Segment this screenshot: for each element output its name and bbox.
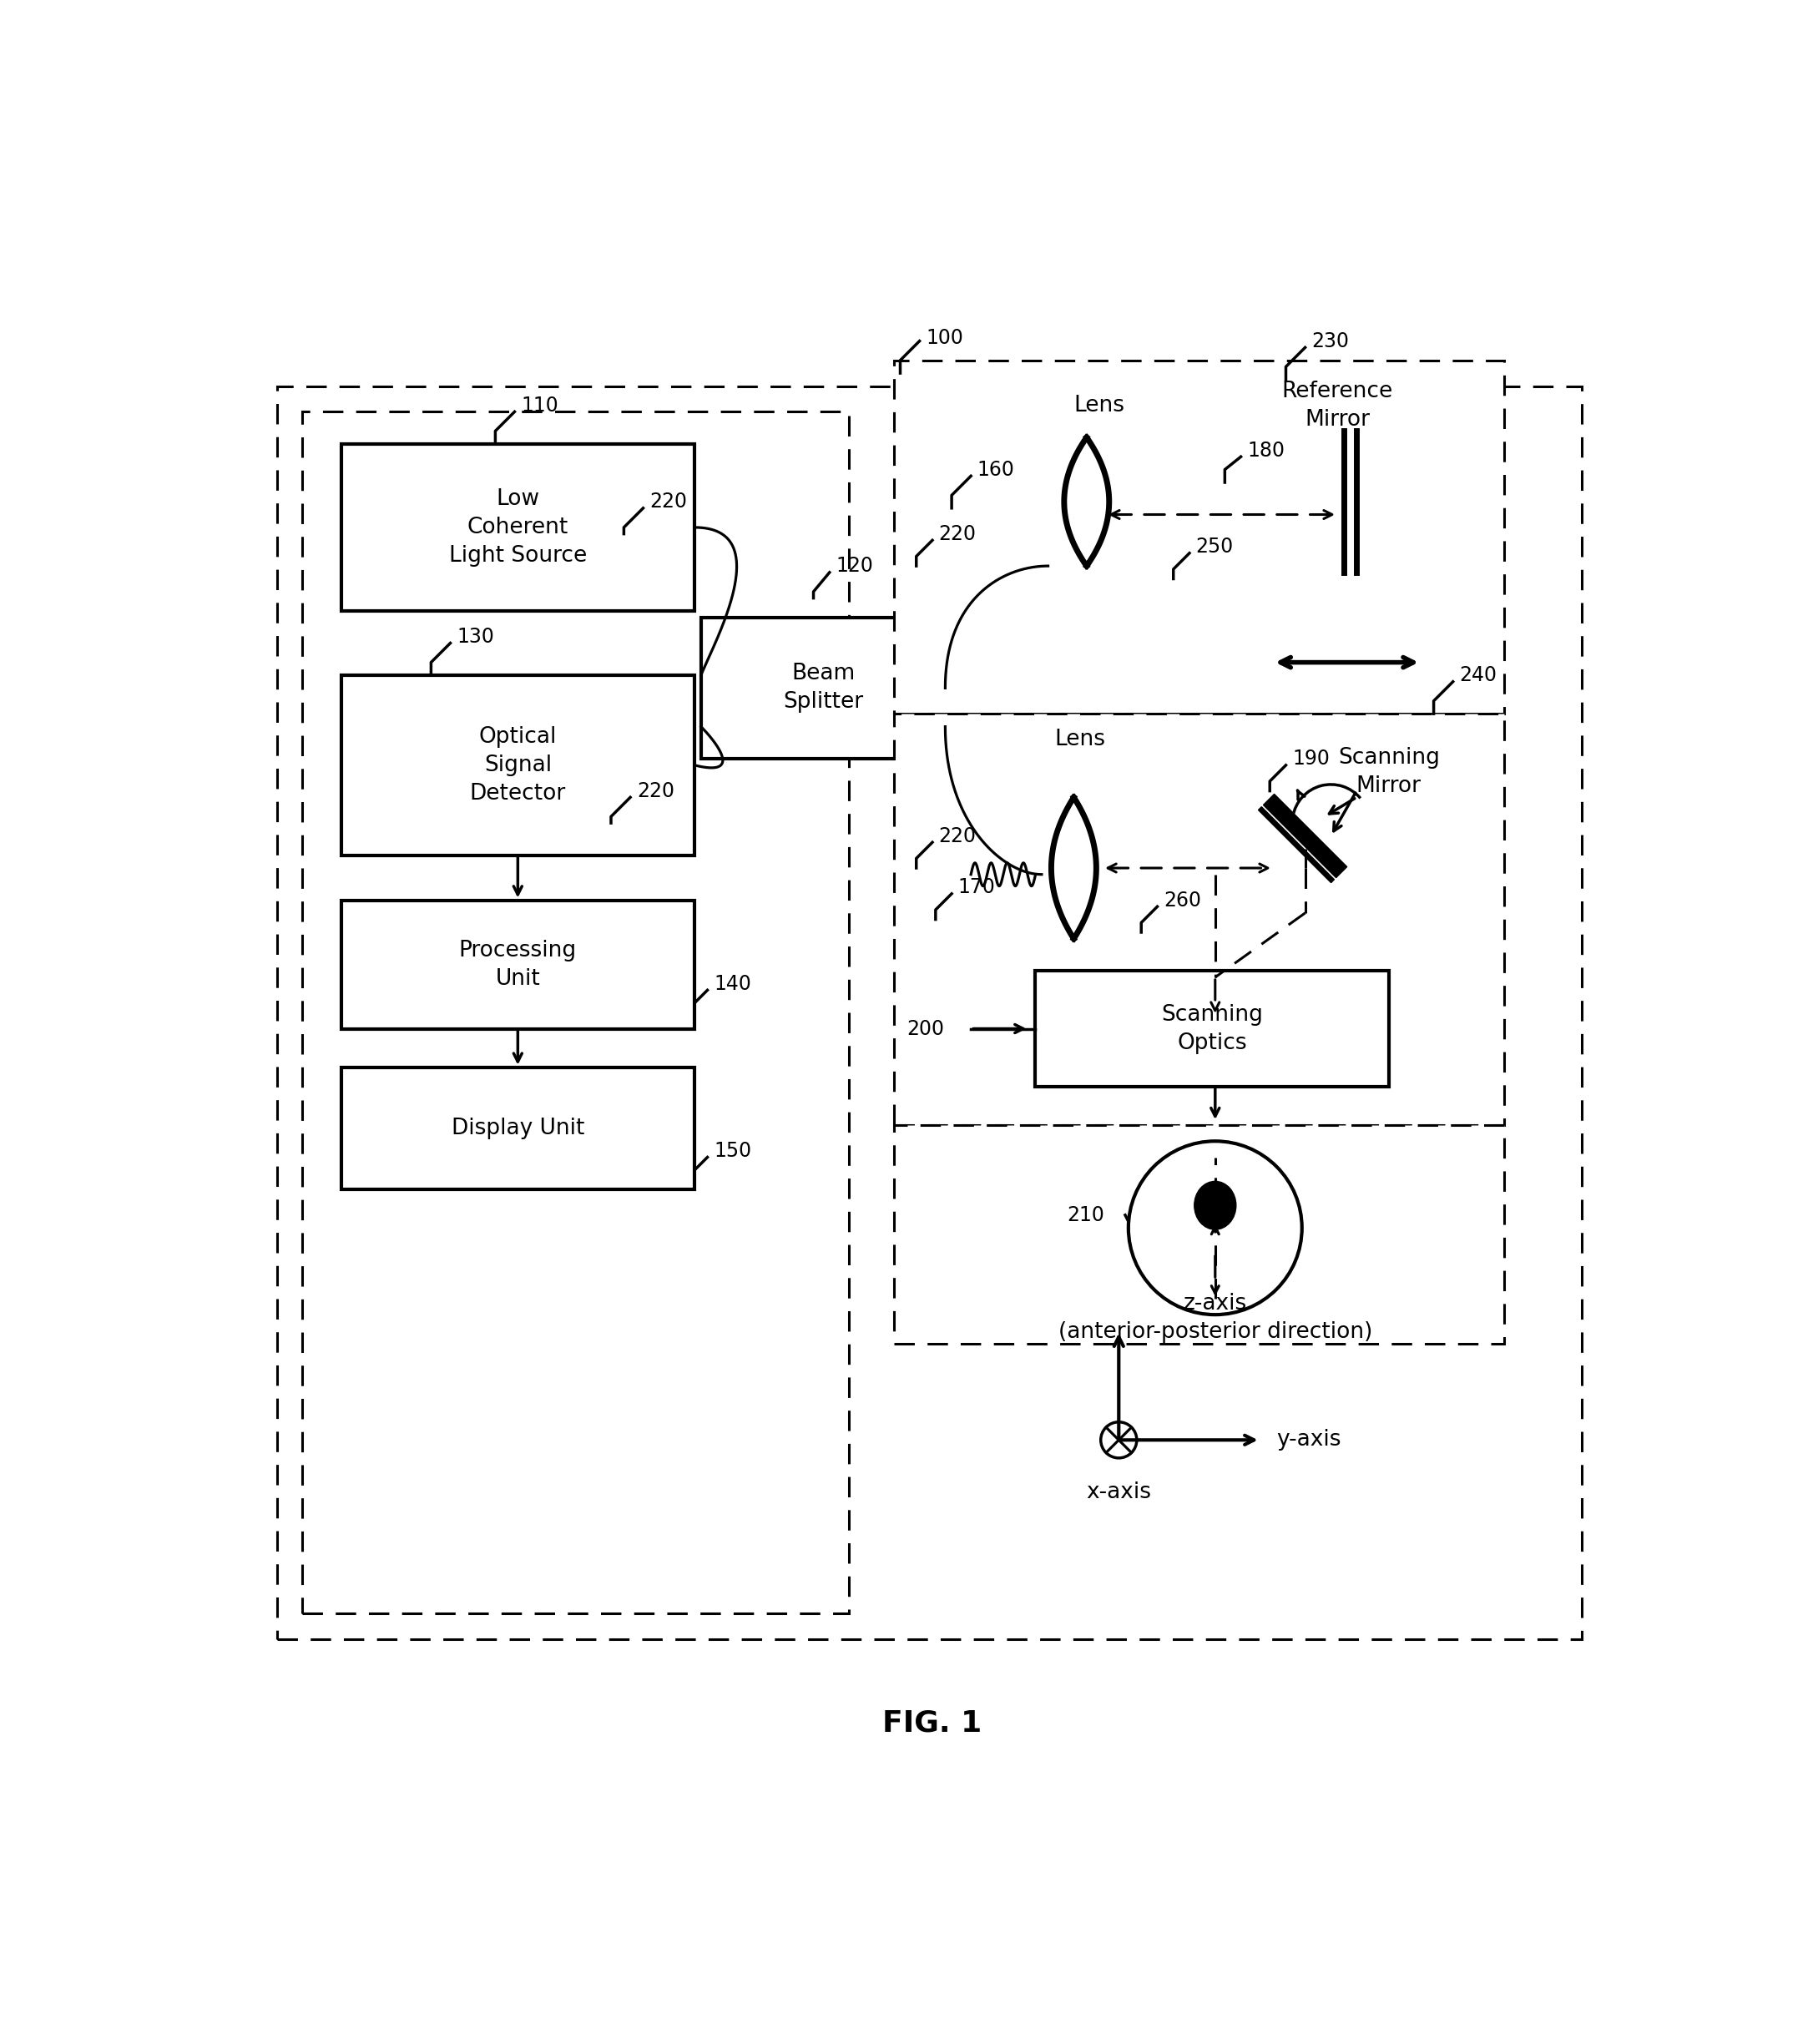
- Text: 220: 220: [649, 493, 687, 511]
- Text: y-axis: y-axis: [1276, 1429, 1342, 1451]
- Bar: [302, 411, 849, 1613]
- Text: FIG. 1: FIG. 1: [882, 1709, 982, 1737]
- Text: 220: 220: [938, 523, 976, 544]
- Text: 220: 220: [938, 826, 976, 846]
- Text: Beam
Splitter: Beam Splitter: [784, 662, 864, 713]
- Bar: [894, 360, 1503, 713]
- Text: 250: 250: [1196, 538, 1234, 556]
- Text: 180: 180: [1247, 439, 1285, 460]
- Text: 210: 210: [1067, 1206, 1105, 1224]
- Text: Reference
Mirror: Reference Mirror: [1282, 380, 1393, 431]
- Text: x-axis: x-axis: [1085, 1482, 1151, 1504]
- Bar: [342, 899, 694, 1028]
- Bar: [342, 444, 694, 611]
- Text: 230: 230: [1311, 331, 1349, 352]
- Bar: [894, 1124, 1503, 1343]
- Text: Lens: Lens: [1054, 728, 1105, 750]
- Text: 110: 110: [522, 394, 558, 415]
- Text: 160: 160: [978, 460, 1014, 480]
- Bar: [1034, 971, 1389, 1087]
- Text: 240: 240: [1460, 664, 1496, 685]
- Text: 100: 100: [925, 327, 964, 347]
- Text: Processing
Unit: Processing Unit: [458, 940, 576, 989]
- Polygon shape: [1258, 807, 1334, 883]
- Bar: [276, 386, 1582, 1639]
- Text: 220: 220: [636, 781, 674, 801]
- Text: 140: 140: [714, 973, 751, 993]
- Text: Low
Coherent
Light Source: Low Coherent Light Source: [449, 489, 587, 566]
- Text: 120: 120: [836, 556, 873, 576]
- Text: Scanning
Optics: Scanning Optics: [1162, 1004, 1264, 1055]
- Bar: [702, 617, 945, 758]
- Text: 190: 190: [1293, 748, 1329, 769]
- Ellipse shape: [1194, 1181, 1236, 1230]
- Polygon shape: [1264, 793, 1347, 877]
- Text: 170: 170: [958, 877, 996, 897]
- Text: 260: 260: [1164, 889, 1202, 910]
- Text: 150: 150: [714, 1141, 751, 1161]
- Bar: [894, 713, 1503, 1124]
- Bar: [342, 1067, 694, 1190]
- Text: 130: 130: [456, 628, 494, 646]
- Text: z-axis
(anterior-posterior direction): z-axis (anterior-posterior direction): [1058, 1294, 1373, 1343]
- Bar: [342, 675, 694, 854]
- Text: Display Unit: Display Unit: [451, 1118, 584, 1139]
- Text: Lens: Lens: [1074, 394, 1125, 417]
- Text: Scanning
Mirror: Scanning Mirror: [1338, 746, 1440, 797]
- Text: 200: 200: [907, 1018, 944, 1038]
- Text: Optical
Signal
Detector: Optical Signal Detector: [469, 726, 565, 805]
